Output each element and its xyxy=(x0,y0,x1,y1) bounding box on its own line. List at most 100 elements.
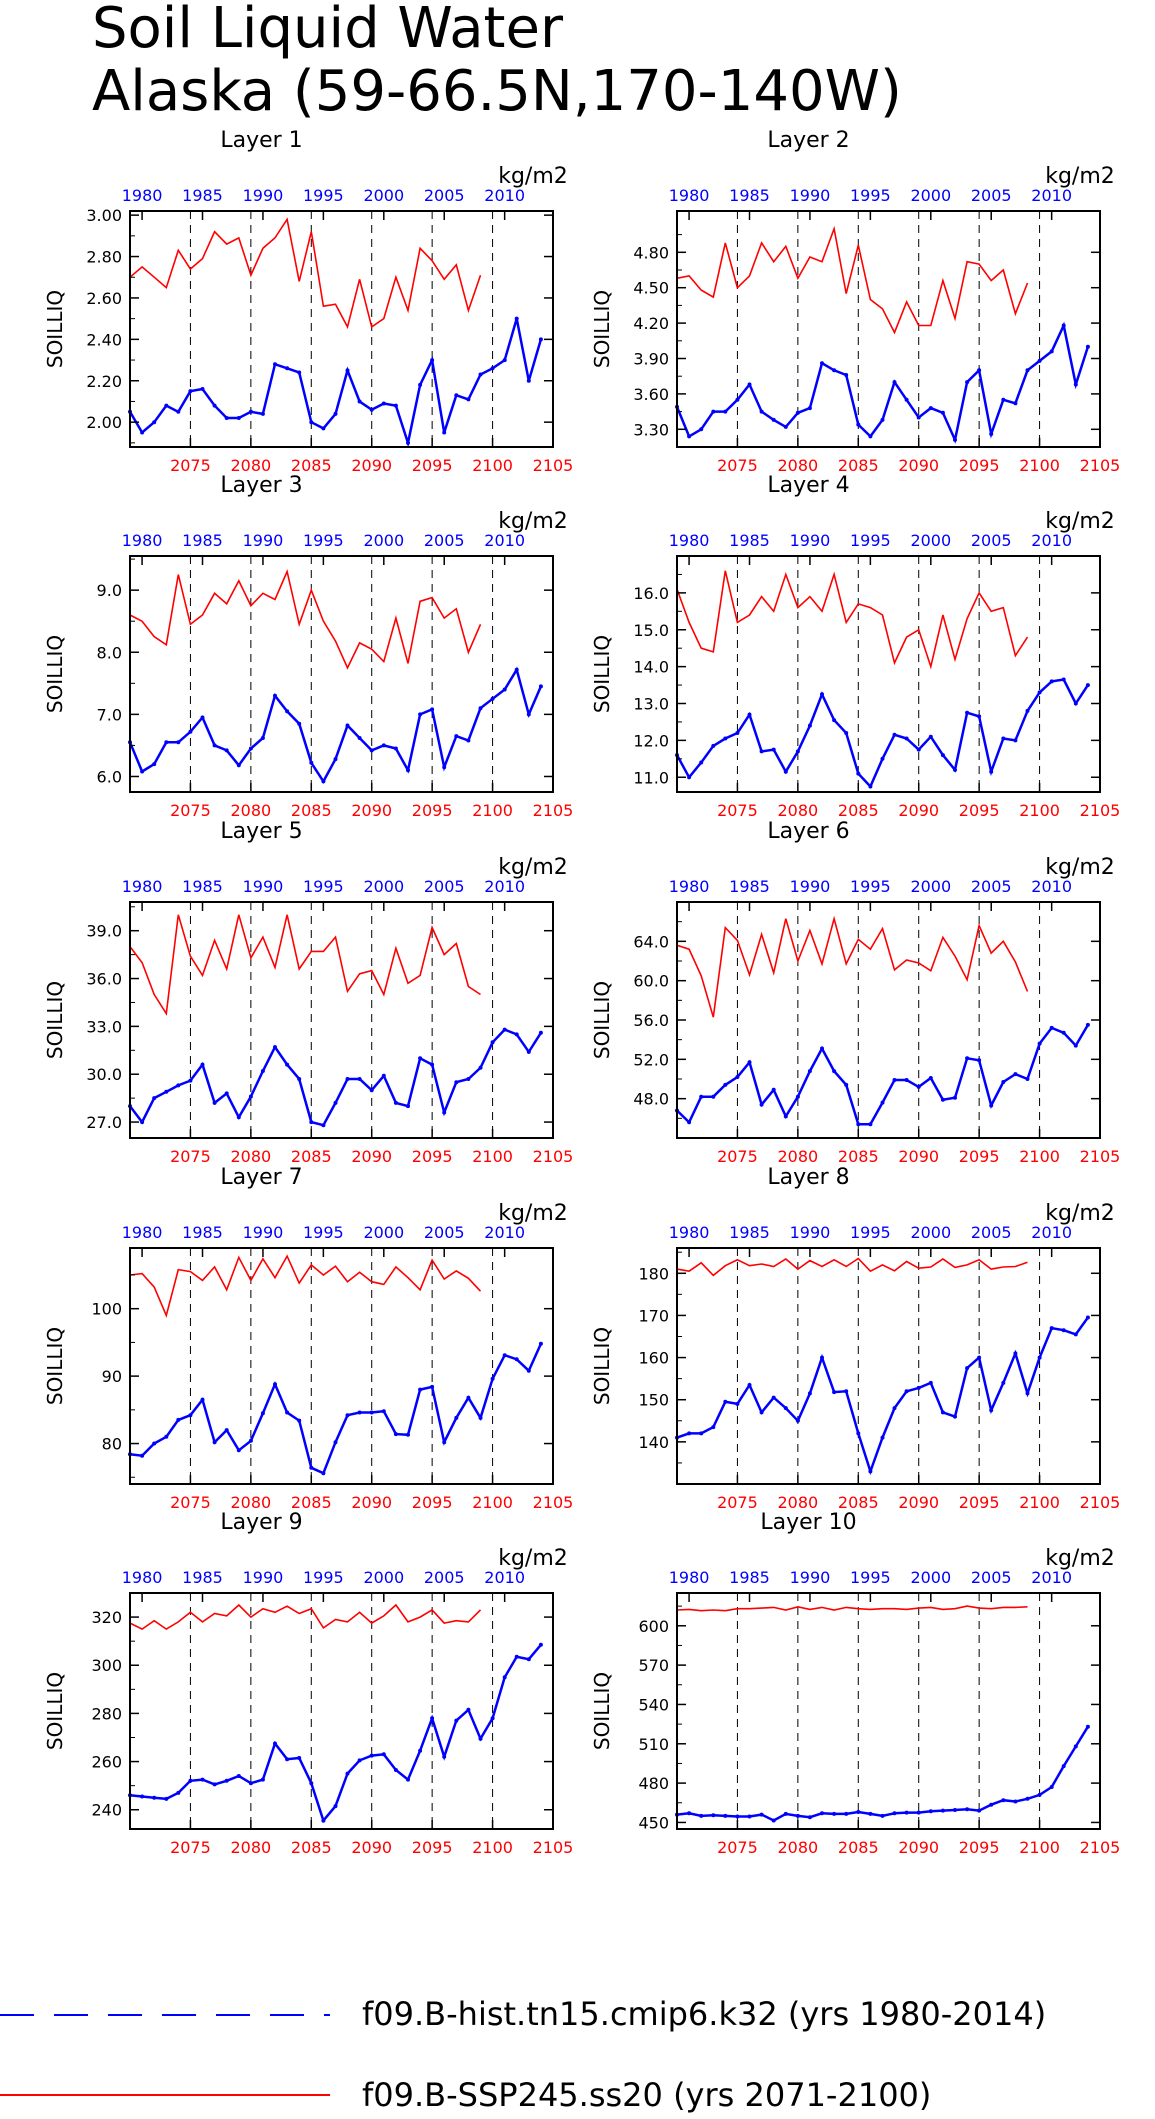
data-point-hist xyxy=(406,1777,410,1782)
y-tick-label: 4.20 xyxy=(633,314,669,333)
data-point-hist xyxy=(393,403,398,408)
data-point-hist xyxy=(759,749,764,754)
y-tick-label: 2.00 xyxy=(86,413,122,432)
data-point-hist xyxy=(152,1096,157,1101)
data-point-hist xyxy=(856,1122,861,1127)
data-point-hist xyxy=(820,1046,824,1051)
series-line-ssp xyxy=(129,568,482,670)
x-tick-label-top: 1985 xyxy=(182,186,223,205)
units-label: kg/m2 xyxy=(498,855,568,880)
y-tick-label: 2.60 xyxy=(86,289,122,308)
chart-panel-5: Layer 5 kg/m2 SOILLIQ 27.0 30.0 33.0 36.0 39.0 2… xyxy=(43,819,573,1166)
data-point-hist xyxy=(892,380,897,385)
x-tick-label-top: 1985 xyxy=(182,1223,223,1242)
data-point-hist xyxy=(514,1357,519,1362)
data-point-hist xyxy=(723,736,728,741)
x-tick-label-bottom: 2100 xyxy=(1019,1147,1060,1166)
x-tick-label-top: 2000 xyxy=(910,531,951,550)
data-point-hist xyxy=(526,1657,531,1662)
data-point-hist xyxy=(273,1045,277,1050)
x-tick-label-top: 1995 xyxy=(303,531,344,550)
data-point-hist xyxy=(418,712,423,717)
data-point-hist xyxy=(989,432,994,436)
data-point-hist xyxy=(212,743,217,748)
data-point-hist xyxy=(735,1814,740,1819)
data-point-hist xyxy=(928,1076,933,1080)
x-tick-label-top: 1980 xyxy=(669,877,710,896)
y-axis-label: SOILLIQ xyxy=(590,1672,614,1750)
data-point-hist xyxy=(188,729,193,734)
data-point-hist xyxy=(526,378,531,383)
data-point-hist xyxy=(212,403,217,408)
data-point-hist xyxy=(514,667,519,672)
x-tick-label-top: 1990 xyxy=(790,531,831,550)
x-tick-label-top: 1985 xyxy=(729,1223,770,1242)
x-tick-label-top: 2000 xyxy=(363,877,404,896)
x-tick-label-top: 2010 xyxy=(1031,1223,1072,1242)
data-point-hist xyxy=(771,1395,776,1400)
y-tick-label: 140 xyxy=(638,1433,669,1452)
units-label: kg/m2 xyxy=(1045,1546,1115,1571)
x-tick-label-bottom: 2085 xyxy=(838,1493,879,1512)
x-tick-label-top: 1990 xyxy=(243,1223,284,1242)
data-point-hist xyxy=(333,411,338,416)
data-point-hist xyxy=(687,1120,692,1125)
data-point-hist xyxy=(526,1049,531,1054)
y-tick-label: 570 xyxy=(638,1656,669,1675)
series-line-ssp xyxy=(676,225,1029,335)
data-point-hist xyxy=(200,715,205,720)
data-point-hist xyxy=(478,372,483,377)
x-tick-label-bottom: 2080 xyxy=(230,801,271,820)
data-point-hist xyxy=(916,1084,921,1089)
data-point-hist xyxy=(965,1366,970,1371)
chart-panel-6: Layer 6 kg/m2 SOILLIQ 48.0 52.0 56.0 60.0 64.0 2… xyxy=(590,819,1120,1166)
data-point-hist xyxy=(699,427,704,432)
data-point-hist xyxy=(442,430,447,435)
data-point-hist xyxy=(514,1032,519,1037)
data-point-hist xyxy=(345,1413,350,1418)
x-tick-label-bottom: 2100 xyxy=(1019,456,1060,475)
plot-frame xyxy=(676,1592,1101,1830)
data-point-hist xyxy=(236,1774,241,1778)
data-point-hist xyxy=(940,1808,945,1813)
x-tick-label-bottom: 2095 xyxy=(959,1838,1000,1857)
x-tick-label-top: 1995 xyxy=(850,186,891,205)
x-tick-label-bottom: 2105 xyxy=(533,1493,574,1512)
data-point-hist xyxy=(152,762,157,767)
data-point-hist xyxy=(868,1469,873,1474)
y-axis-label: SOILLIQ xyxy=(590,981,614,1059)
data-point-hist xyxy=(1013,1351,1018,1356)
data-point-hist xyxy=(1001,1798,1006,1803)
data-point-hist xyxy=(248,746,253,751)
data-point-hist xyxy=(273,1382,277,1387)
x-tick-label-top: 1995 xyxy=(303,1568,344,1587)
series-line-hist xyxy=(129,1028,542,1127)
plot-frame xyxy=(676,210,1101,448)
data-point-hist xyxy=(892,1406,897,1411)
y-tick-label: 170 xyxy=(638,1306,669,1325)
y-tick-label: 27.0 xyxy=(86,1113,122,1132)
data-point-hist xyxy=(309,760,314,765)
y-tick-label: 2.40 xyxy=(86,330,122,349)
data-point-hist xyxy=(989,1103,994,1108)
panel-title: Layer 10 xyxy=(760,1510,856,1535)
x-tick-label-top: 1980 xyxy=(122,1223,163,1242)
y-tick-label: 36.0 xyxy=(86,970,122,989)
x-tick-label-bottom: 2100 xyxy=(472,1147,513,1166)
y-tick-label: 39.0 xyxy=(86,922,122,941)
x-tick-label-top: 1980 xyxy=(122,531,163,550)
x-tick-label-bottom: 2085 xyxy=(838,456,879,475)
x-tick-label-top: 2000 xyxy=(910,186,951,205)
data-point-hist xyxy=(393,1432,398,1437)
x-tick-label-top: 2005 xyxy=(971,1223,1012,1242)
x-tick-label-top: 1985 xyxy=(729,186,770,205)
data-point-hist xyxy=(723,1399,728,1404)
data-point-hist xyxy=(783,1406,788,1411)
data-point-hist xyxy=(747,1383,752,1387)
data-point-hist xyxy=(357,1077,362,1081)
data-point-hist xyxy=(747,1814,752,1819)
data-point-hist xyxy=(916,747,921,752)
data-point-hist xyxy=(430,358,435,363)
y-tick-label: 64.0 xyxy=(633,932,669,951)
data-point-hist xyxy=(1061,323,1066,328)
